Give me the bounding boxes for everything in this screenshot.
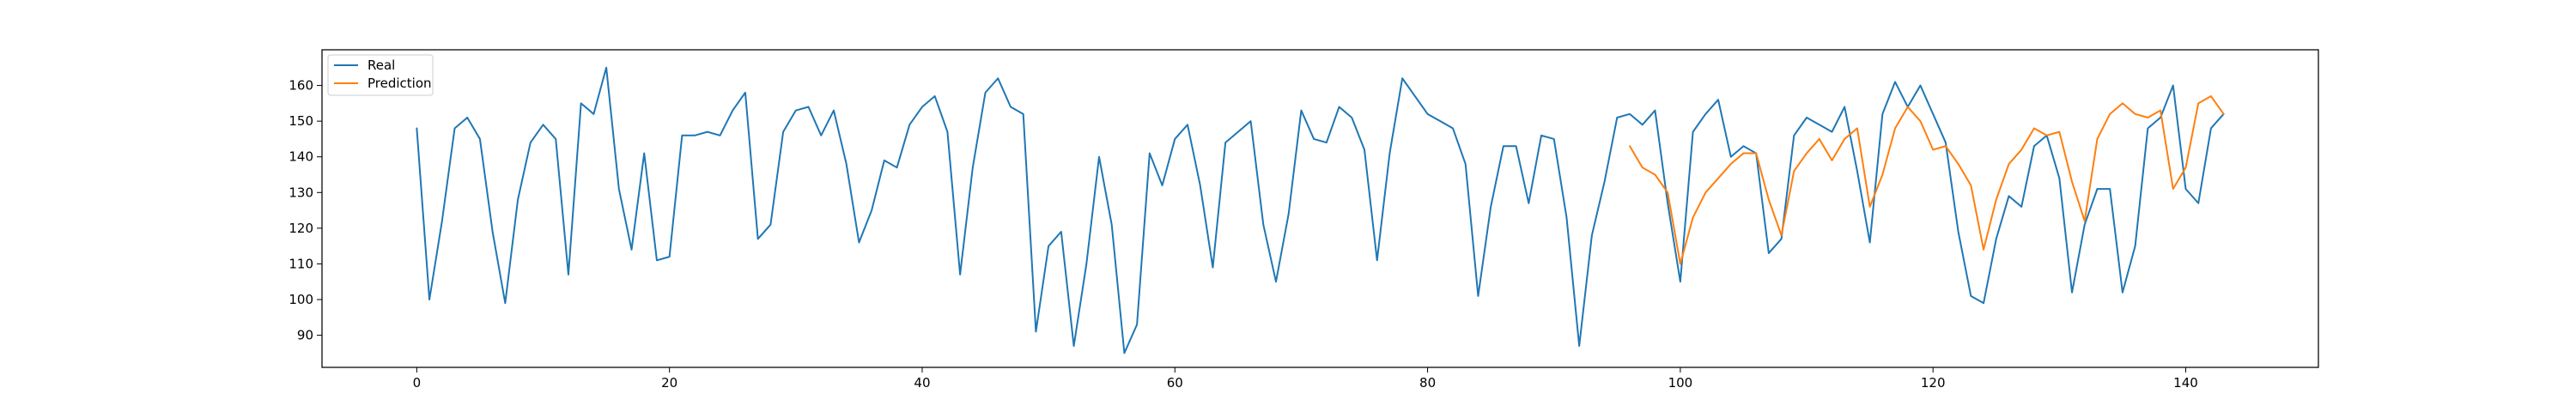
plot-frame [321, 49, 2319, 368]
x-tick-label: 60 [1167, 375, 1183, 391]
y-tick-label: 120 [289, 221, 313, 236]
y-tick-label: 150 [289, 113, 313, 129]
y-tick-label: 100 [289, 292, 313, 307]
series-line-real [416, 66, 2225, 354]
legend: Real Prediction [327, 54, 434, 96]
series-layer [416, 66, 2225, 354]
y-axis: 90 100 110 120 130 140 150 160 [289, 78, 322, 343]
x-tick-label: 0 [413, 375, 422, 391]
x-tick-label: 80 [1419, 375, 1436, 391]
x-tick-label: 120 [1921, 375, 1946, 391]
y-tick-label: 140 [289, 149, 313, 165]
series-line-prediction [1629, 95, 2225, 265]
y-tick-label: 90 [297, 328, 313, 343]
x-tick-label: 20 [661, 375, 677, 391]
y-tick-label: 110 [289, 256, 313, 271]
legend-label-prediction: Prediction [368, 76, 432, 91]
y-tick-label: 130 [289, 185, 313, 200]
x-tick-label: 140 [2173, 375, 2198, 391]
legend-label-real: Real [368, 58, 395, 73]
y-tick-label: 160 [289, 78, 313, 94]
x-axis: 0 20 40 60 80 100 120 140 [413, 367, 2198, 391]
x-tick-label: 100 [1668, 375, 1693, 391]
x-tick-label: 40 [914, 375, 930, 391]
